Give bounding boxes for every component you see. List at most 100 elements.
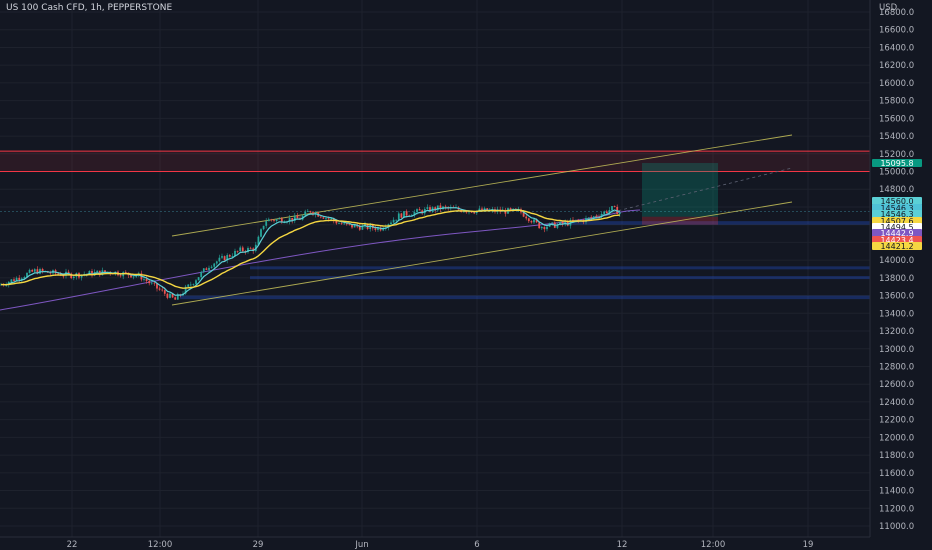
candle-body [169, 293, 171, 298]
candle-body [156, 283, 158, 289]
candle-body [429, 207, 431, 212]
candle-body [395, 219, 398, 221]
candle-body [546, 226, 548, 230]
candle-body [257, 236, 260, 245]
candle-body [184, 286, 187, 294]
candle-body [535, 219, 538, 223]
candle-body [49, 272, 52, 274]
candle-body [91, 271, 93, 276]
candle-body [353, 224, 356, 228]
price-tick-label: 16000.0 [879, 79, 914, 89]
candle-body [270, 219, 273, 221]
candle-body [392, 219, 395, 223]
candle-body [306, 211, 309, 212]
price-tag-label: 14546.3 [880, 210, 913, 219]
price-tag-label: 15095.8 [880, 159, 913, 168]
candle-body [280, 218, 283, 223]
candle-body [533, 219, 535, 223]
time-tick-label: 12 [617, 540, 628, 550]
candle-body [335, 220, 338, 224]
candle-body [148, 281, 151, 284]
price-tick-label: 12200.0 [879, 416, 914, 426]
time-axis-panel[interactable] [0, 537, 932, 550]
candle-body [319, 216, 322, 218]
price-tick-label: 13400.0 [879, 309, 914, 319]
candle-body [163, 290, 166, 294]
channel-lower-line [171, 201, 793, 306]
candle-body [434, 207, 437, 211]
candle-body [418, 209, 421, 211]
price-tick-label: 14800.0 [879, 185, 914, 195]
candle-body [205, 268, 208, 270]
candle-body [340, 223, 343, 225]
candle-body [397, 213, 400, 220]
price-tick-label: 13000.0 [879, 345, 914, 355]
price-tick-label: 11600.0 [879, 469, 914, 479]
time-tick-label: 12:00 [148, 540, 173, 550]
price-tick-label: 13600.0 [879, 292, 914, 302]
candle-body [67, 271, 70, 274]
candle-body [345, 223, 348, 225]
candle-body [150, 282, 153, 284]
candle-body [26, 272, 28, 277]
candle-body [202, 268, 205, 272]
time-tick-label: 29 [253, 540, 264, 550]
trend-channel[interactable] [0, 134, 793, 311]
candle-body [522, 212, 525, 217]
channel-upper-line [171, 134, 793, 237]
candle-body [390, 222, 392, 225]
candle-body [439, 205, 442, 210]
price-tick-label: 14000.0 [879, 256, 914, 266]
candle-body [145, 278, 148, 282]
price-tag-bg [872, 210, 922, 218]
candle-body [283, 222, 286, 224]
candle-body [400, 213, 403, 218]
candle-body [192, 283, 195, 285]
candle-body [468, 211, 470, 213]
candle-body [538, 222, 541, 229]
candle-body [416, 209, 418, 212]
price-tag-label: 14507.6 [880, 217, 913, 226]
price-tick-label: 16800.0 [879, 8, 914, 18]
candle-body [470, 211, 473, 213]
candle-body [358, 226, 361, 230]
time-tick-label: Jun [354, 540, 368, 550]
candle-body [587, 217, 590, 219]
candle-body [171, 293, 174, 298]
candle-body [473, 212, 476, 214]
candle-body [478, 208, 481, 211]
candle-body [262, 225, 265, 230]
candle-body [613, 206, 616, 207]
candle-body [213, 263, 216, 267]
candle-body [288, 217, 291, 222]
candle-body [210, 266, 213, 268]
candle-body [486, 208, 489, 211]
candle-body [18, 277, 21, 280]
channel-mid-line [559, 167, 793, 226]
price-axis-panel[interactable] [870, 0, 932, 537]
price-tick-label: 11800.0 [879, 451, 914, 461]
price-tag-label: 14423.4 [880, 236, 913, 245]
candle-body [421, 210, 424, 214]
candle-body [374, 228, 377, 230]
candle-body [481, 208, 483, 211]
candle-body [215, 261, 218, 264]
candle-body [611, 206, 613, 211]
price-tick-label: 11400.0 [879, 487, 914, 497]
candle-body [239, 247, 242, 251]
support-zone [560, 221, 870, 225]
candle-body [15, 277, 18, 281]
candle-body [104, 270, 106, 273]
candle-body [608, 210, 611, 214]
price-tag-label: 14560.0 [880, 197, 913, 206]
candle-body [327, 217, 330, 219]
candle-body [577, 219, 580, 221]
candle-body [72, 276, 75, 279]
candle-body [322, 217, 325, 219]
candle-body [509, 208, 512, 210]
candle-body [223, 256, 226, 261]
price-tag-label: 14442.9 [880, 229, 913, 238]
candle-body [119, 275, 122, 277]
candle-body [153, 282, 156, 284]
